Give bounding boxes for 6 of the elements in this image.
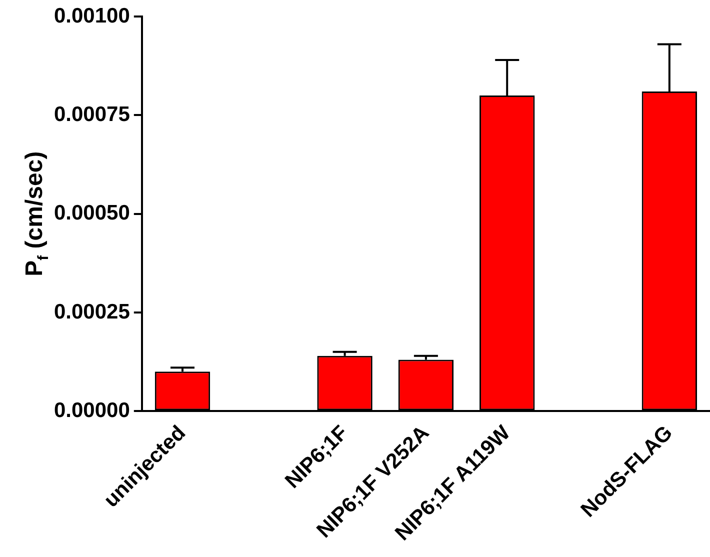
- y-tick-label: 0.00000: [54, 398, 130, 422]
- y-tick-label: 0.00100: [54, 4, 130, 28]
- y-tick-label: 0.00025: [54, 300, 130, 324]
- y-axis-title: Pf (cm/sec): [21, 151, 52, 276]
- y-tick-label: 0.00075: [54, 103, 130, 126]
- y-tick-label: 0.00050: [54, 202, 130, 225]
